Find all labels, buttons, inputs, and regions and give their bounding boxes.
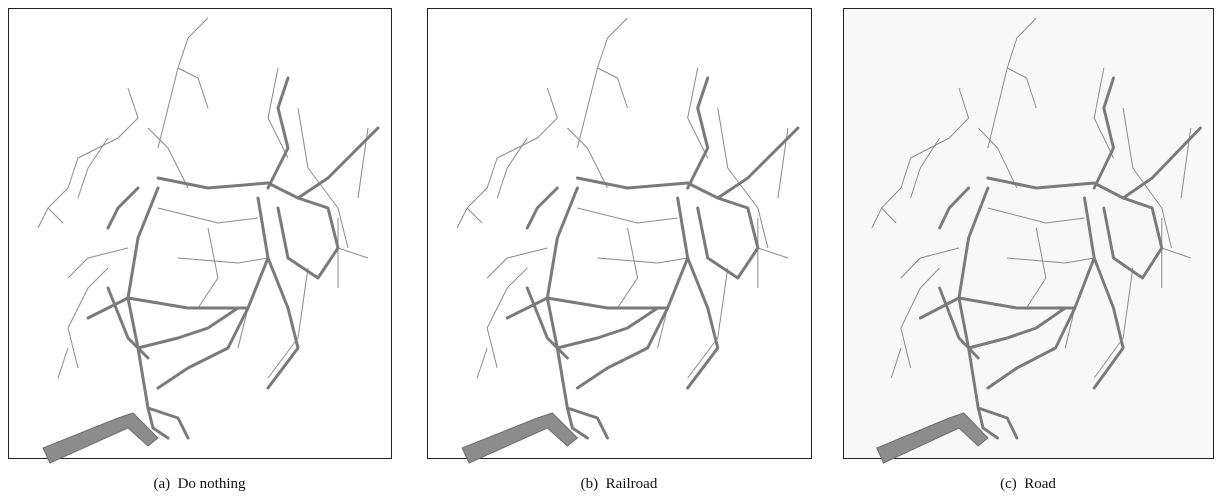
panel-caption: (b) Railroad — [581, 476, 658, 492]
figure: (a) Do nothing (b) Railroad (c) Road — [0, 0, 1221, 496]
panel-caption: (a) Do nothing — [153, 476, 246, 492]
panel-caption: (c) Road — [1000, 476, 1056, 492]
page: {"panels": [ {"caption": "(a) Do nothing… — [0, 0, 1221, 496]
